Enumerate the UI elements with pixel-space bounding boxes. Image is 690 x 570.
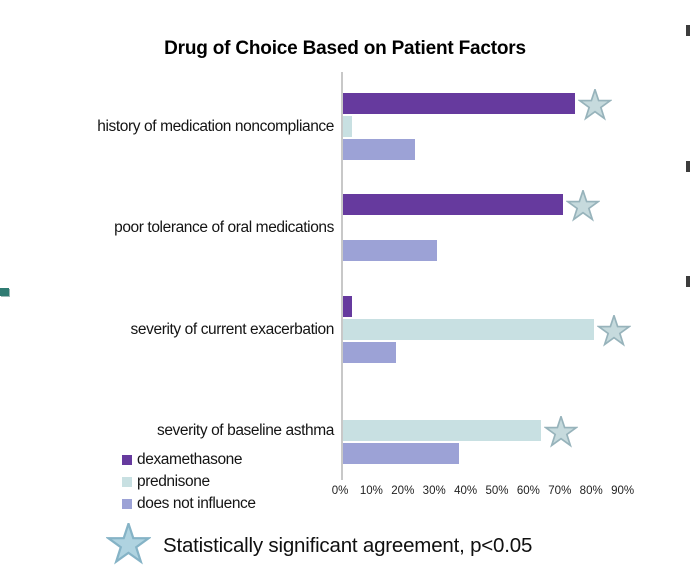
- significance-star-slot: [105, 519, 152, 570]
- legend-swatch: [122, 477, 132, 487]
- cropped-bullet-mark: [686, 25, 690, 36]
- legend-item-dexamethasone: dexamethasone: [122, 449, 256, 471]
- bar-prednisone-history-of-medication-noncompliance: [343, 116, 352, 137]
- legend-item-does-not-influence: does not influence: [122, 493, 256, 515]
- significance-note: Statistically significant agreement, p<0…: [105, 519, 533, 570]
- y-axis-line: [341, 72, 343, 480]
- x-tick-label: 10%: [359, 485, 383, 497]
- legend-swatch: [122, 455, 132, 465]
- legend-label: does not influence: [137, 495, 256, 512]
- x-tick-label: 90%: [611, 485, 635, 497]
- legend-swatch: [122, 499, 132, 509]
- legend-item-prednisone: prednisone: [122, 471, 256, 493]
- category-label-severity-of-baseline-asthma: severity of baseline asthma: [156, 422, 334, 439]
- star-icon: [565, 189, 600, 222]
- category-label-severity-of-current-exacerbation: severity of current exacerbation: [130, 321, 335, 338]
- star-icon: [105, 519, 152, 565]
- cropped-bullet-mark: [686, 161, 690, 172]
- bar-dexamethasone-severity-of-current-exacerbation: [343, 296, 352, 317]
- star-icon: [578, 88, 613, 121]
- bar-dexamethasone-history-of-medication-noncompliance: [343, 93, 575, 114]
- category-label-poor-tolerance-of-oral-medications: poor tolerance of oral medications: [114, 219, 334, 236]
- category-label-history-of-medication-noncompliance: history of medication noncompliance: [97, 118, 334, 135]
- bar-prednisone-severity-of-current-exacerbation: [343, 319, 594, 340]
- star-icon: [597, 314, 632, 347]
- x-tick-label: 0%: [331, 485, 349, 497]
- bar-dexamethasone-poor-tolerance-of-oral-medications: [343, 194, 563, 215]
- x-tick-label: 60%: [516, 485, 540, 497]
- x-tick-label: 30%: [422, 485, 446, 497]
- significance-note-text: Statistically significant agreement, p<0…: [163, 534, 533, 557]
- x-tick-label: 20%: [391, 485, 415, 497]
- legend: dexamethasone prednisone does not influenc…: [122, 449, 256, 515]
- legend-label: dexamethasone: [137, 451, 243, 468]
- cropped-bullet-mark: [686, 276, 690, 287]
- x-tick-label: 70%: [548, 485, 572, 497]
- bar-does-not-influence-history-of-medication-noncompliance: [343, 139, 415, 160]
- x-tick-label: 80%: [579, 485, 603, 497]
- bar-does-not-influence-severity-of-current-exacerbation: [343, 342, 396, 363]
- star-icon: [543, 415, 578, 448]
- x-tick-label: 40%: [454, 485, 478, 497]
- bar-does-not-influence-severity-of-baseline-asthma: [343, 443, 459, 464]
- bar-does-not-influence-poor-tolerance-of-oral-medications: [343, 240, 437, 261]
- chart-title: Drug of Choice Based on Patient Factors: [164, 38, 526, 59]
- bar-prednisone-severity-of-baseline-asthma: [343, 420, 541, 441]
- x-tick-label: 50%: [485, 485, 509, 497]
- left-edge-decoration: [0, 288, 9, 296]
- legend-label: prednisone: [137, 473, 210, 490]
